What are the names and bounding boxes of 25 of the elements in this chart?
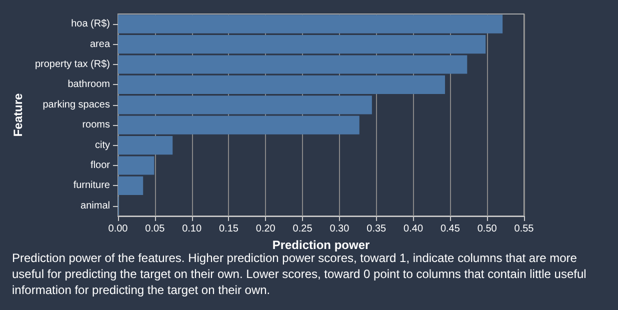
x-axis-title: Prediction power: [272, 238, 370, 252]
x-tick-label: 0.10: [182, 224, 202, 234]
y-tick-label: city: [95, 140, 110, 151]
y-tick-label: animal: [80, 200, 110, 212]
x-tick-label: 0.15: [218, 224, 239, 234]
y-tick-label: area: [90, 38, 110, 50]
y-tick-label: property tax (R$): [34, 59, 110, 70]
y-tick-label: furniture: [73, 180, 110, 192]
y-tick-label: bathroom: [68, 79, 110, 90]
x-tick-label: 0.45: [440, 224, 460, 234]
text: Prediction power of the features. Higher prediction power scores, toward 1, indicate columns that are more useful for predicting the target on their own. Lower scores, toward 0 point to columns that contain little useful information for predicting the target on their own.: [12, 251, 590, 297]
y-tick-label: parking spaces: [42, 99, 110, 110]
y-tick-label: hoa (R$): [71, 18, 110, 30]
x-tick-label: 0.35: [366, 224, 387, 234]
x-tick-label: 0.00: [108, 224, 128, 234]
x-tick-label: 0.30: [330, 224, 350, 234]
x-tick-label: 0.20: [256, 224, 276, 234]
x-tick-label: 0.40: [404, 224, 424, 234]
y-axis-title: Feature: [11, 93, 26, 137]
x-tick-label: 0.55: [514, 224, 534, 234]
x-tick-label: 0.50: [477, 224, 498, 234]
y-tick-label: floor: [90, 160, 111, 171]
y-tick-label: rooms: [82, 120, 110, 131]
x-tick-label: 0.05: [145, 224, 166, 234]
x-tick-label: 0.25: [292, 224, 313, 234]
